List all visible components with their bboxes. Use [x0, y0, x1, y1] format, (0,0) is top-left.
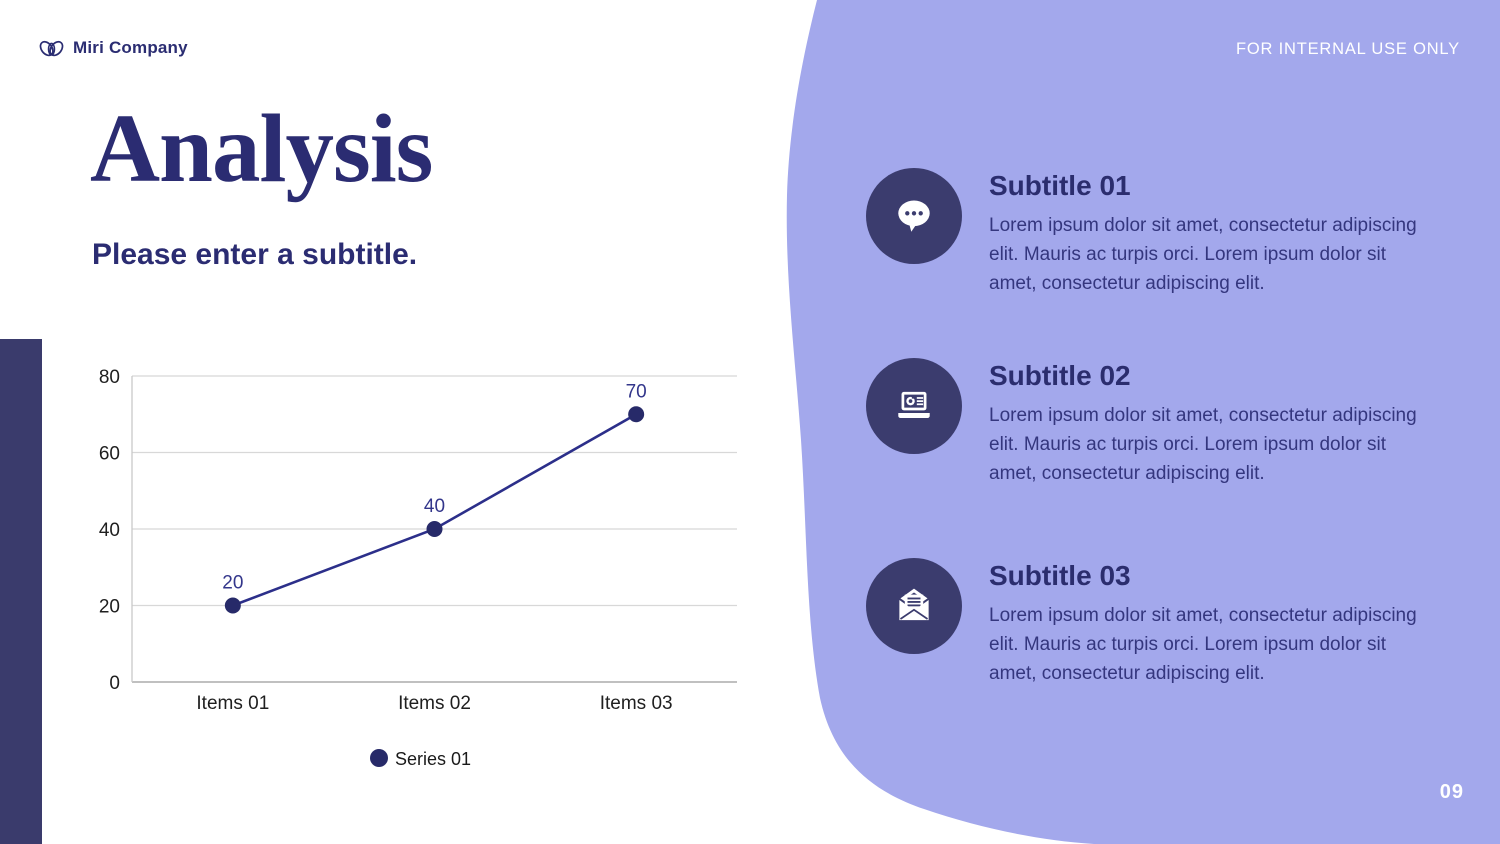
- data-point-value-label: 40: [424, 496, 445, 517]
- laptop-presentation-icon: [866, 358, 962, 454]
- brand-logo: Miri Company: [38, 34, 188, 61]
- left-accent-bar: [0, 339, 42, 844]
- section-body: Lorem ipsum dolor sit amet, consectetur …: [989, 215, 1417, 294]
- legend-marker: [370, 749, 388, 767]
- x-axis-category-label: Items 01: [196, 693, 269, 714]
- data-point-value-label: 70: [626, 381, 647, 402]
- data-point-marker: [426, 521, 443, 537]
- data-point-value-label: 20: [222, 573, 243, 594]
- x-axis-category-label: Items 03: [600, 693, 673, 714]
- info-section-3: Subtitle 03 Lorem ipsum dolor sit amet, …: [866, 558, 1466, 688]
- y-axis-tick-label: 40: [99, 520, 120, 541]
- info-section-1: Subtitle 01 Lorem ipsum dolor sit amet, …: [866, 168, 1466, 298]
- section-title: Subtitle 02: [989, 360, 1131, 391]
- line-chart: 0 20 40 60 80 Items 01 Items 02 Items 03 20 40 70 S…: [99, 367, 737, 769]
- page-number: 09: [1439, 781, 1464, 803]
- section-title: Subtitle 01: [989, 170, 1131, 201]
- flower-logo-icon: [38, 34, 65, 61]
- x-axis-category-label: Items 02: [398, 693, 471, 714]
- chat-bubble-icon: [866, 168, 962, 264]
- page-subtitle: Please enter a subtitle.: [92, 238, 418, 271]
- y-axis-tick-label: 20: [99, 597, 120, 618]
- info-section-2: Subtitle 02 Lorem ipsum dolor sit amet, …: [866, 358, 1466, 488]
- legend-label: Series 01: [395, 749, 471, 769]
- data-point-marker: [224, 597, 241, 614]
- section-body: Lorem ipsum dolor sit amet, consectetur …: [989, 405, 1417, 484]
- brand-name: Miri Company: [73, 37, 188, 57]
- section-body: Lorem ipsum dolor sit amet, consectetur …: [989, 605, 1417, 684]
- open-envelope-icon: [866, 558, 962, 654]
- section-title: Subtitle 03: [989, 560, 1131, 591]
- y-axis-tick-label: 80: [99, 367, 120, 388]
- page-title: Analysis: [90, 95, 433, 202]
- y-axis-tick-label: 0: [109, 673, 120, 694]
- y-axis-tick-label: 60: [99, 444, 120, 465]
- data-point-marker: [628, 406, 645, 423]
- classification-label: FOR INTERNAL USE ONLY: [1235, 40, 1460, 58]
